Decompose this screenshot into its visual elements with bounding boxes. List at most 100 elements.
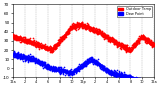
Point — [35, 61, 38, 62]
Point — [20, 57, 23, 58]
Point — [106, 69, 108, 71]
Point — [80, 22, 83, 24]
Point — [66, 72, 69, 74]
Point — [78, 26, 80, 28]
Point — [66, 70, 68, 71]
Point — [116, 46, 118, 48]
Point — [55, 66, 57, 68]
Point — [129, 74, 132, 76]
Point — [143, 37, 145, 38]
Point — [40, 46, 43, 47]
Point — [27, 42, 30, 44]
Point — [136, 81, 139, 83]
Point — [47, 68, 50, 69]
Point — [82, 23, 84, 24]
Point — [42, 44, 44, 46]
Point — [44, 45, 46, 46]
Point — [63, 71, 66, 72]
Point — [117, 44, 120, 45]
Point — [51, 68, 54, 69]
Point — [47, 49, 49, 50]
Point — [91, 61, 94, 63]
Point — [127, 49, 129, 50]
Point — [103, 67, 106, 68]
Point — [24, 56, 27, 57]
Point — [144, 84, 147, 85]
Point — [104, 33, 107, 34]
Point — [108, 37, 110, 38]
Point — [111, 72, 114, 74]
Point — [57, 71, 60, 72]
Point — [83, 26, 85, 27]
Point — [144, 84, 146, 86]
Point — [122, 46, 124, 47]
Point — [93, 30, 96, 31]
Point — [127, 47, 130, 48]
Point — [149, 86, 152, 87]
Point — [148, 43, 151, 45]
Point — [148, 85, 151, 86]
Point — [35, 58, 37, 60]
Point — [127, 75, 130, 77]
Point — [51, 52, 53, 53]
Point — [150, 86, 153, 87]
Point — [113, 40, 115, 42]
Point — [145, 83, 148, 85]
Point — [36, 61, 39, 62]
Point — [13, 54, 15, 55]
Point — [113, 71, 116, 72]
Point — [91, 31, 94, 32]
Point — [62, 73, 65, 75]
Point — [55, 47, 57, 49]
Point — [58, 72, 61, 73]
Point — [14, 36, 16, 38]
Point — [110, 73, 113, 75]
Point — [101, 65, 103, 66]
Point — [143, 36, 146, 37]
Point — [96, 30, 98, 31]
Point — [142, 38, 145, 39]
Point — [12, 35, 15, 37]
Point — [75, 24, 78, 25]
Point — [81, 22, 83, 23]
Point — [88, 57, 90, 58]
Point — [134, 46, 137, 47]
Point — [139, 84, 142, 86]
Point — [106, 37, 109, 38]
Point — [45, 66, 47, 67]
Point — [55, 46, 58, 47]
Point — [39, 42, 42, 44]
Point — [76, 70, 79, 71]
Point — [91, 59, 93, 61]
Point — [151, 46, 154, 48]
Point — [128, 75, 130, 76]
Point — [27, 38, 29, 39]
Point — [66, 32, 69, 33]
Point — [34, 60, 37, 62]
Point — [87, 61, 90, 62]
Point — [16, 55, 18, 57]
Point — [146, 37, 148, 39]
Point — [29, 59, 32, 60]
Point — [116, 76, 119, 77]
Point — [129, 50, 132, 51]
Point — [33, 58, 36, 59]
Point — [110, 73, 113, 74]
Point — [107, 70, 110, 71]
Point — [130, 49, 133, 50]
Point — [12, 34, 14, 35]
Point — [20, 39, 22, 41]
Point — [37, 44, 39, 45]
Point — [116, 44, 118, 46]
Point — [138, 37, 141, 39]
Point — [125, 76, 128, 78]
Point — [139, 80, 142, 81]
Point — [42, 46, 44, 48]
Point — [88, 60, 90, 61]
Point — [119, 73, 122, 75]
Point — [38, 62, 41, 63]
Point — [105, 69, 108, 70]
Point — [116, 76, 119, 77]
Point — [100, 65, 102, 66]
Point — [111, 72, 114, 73]
